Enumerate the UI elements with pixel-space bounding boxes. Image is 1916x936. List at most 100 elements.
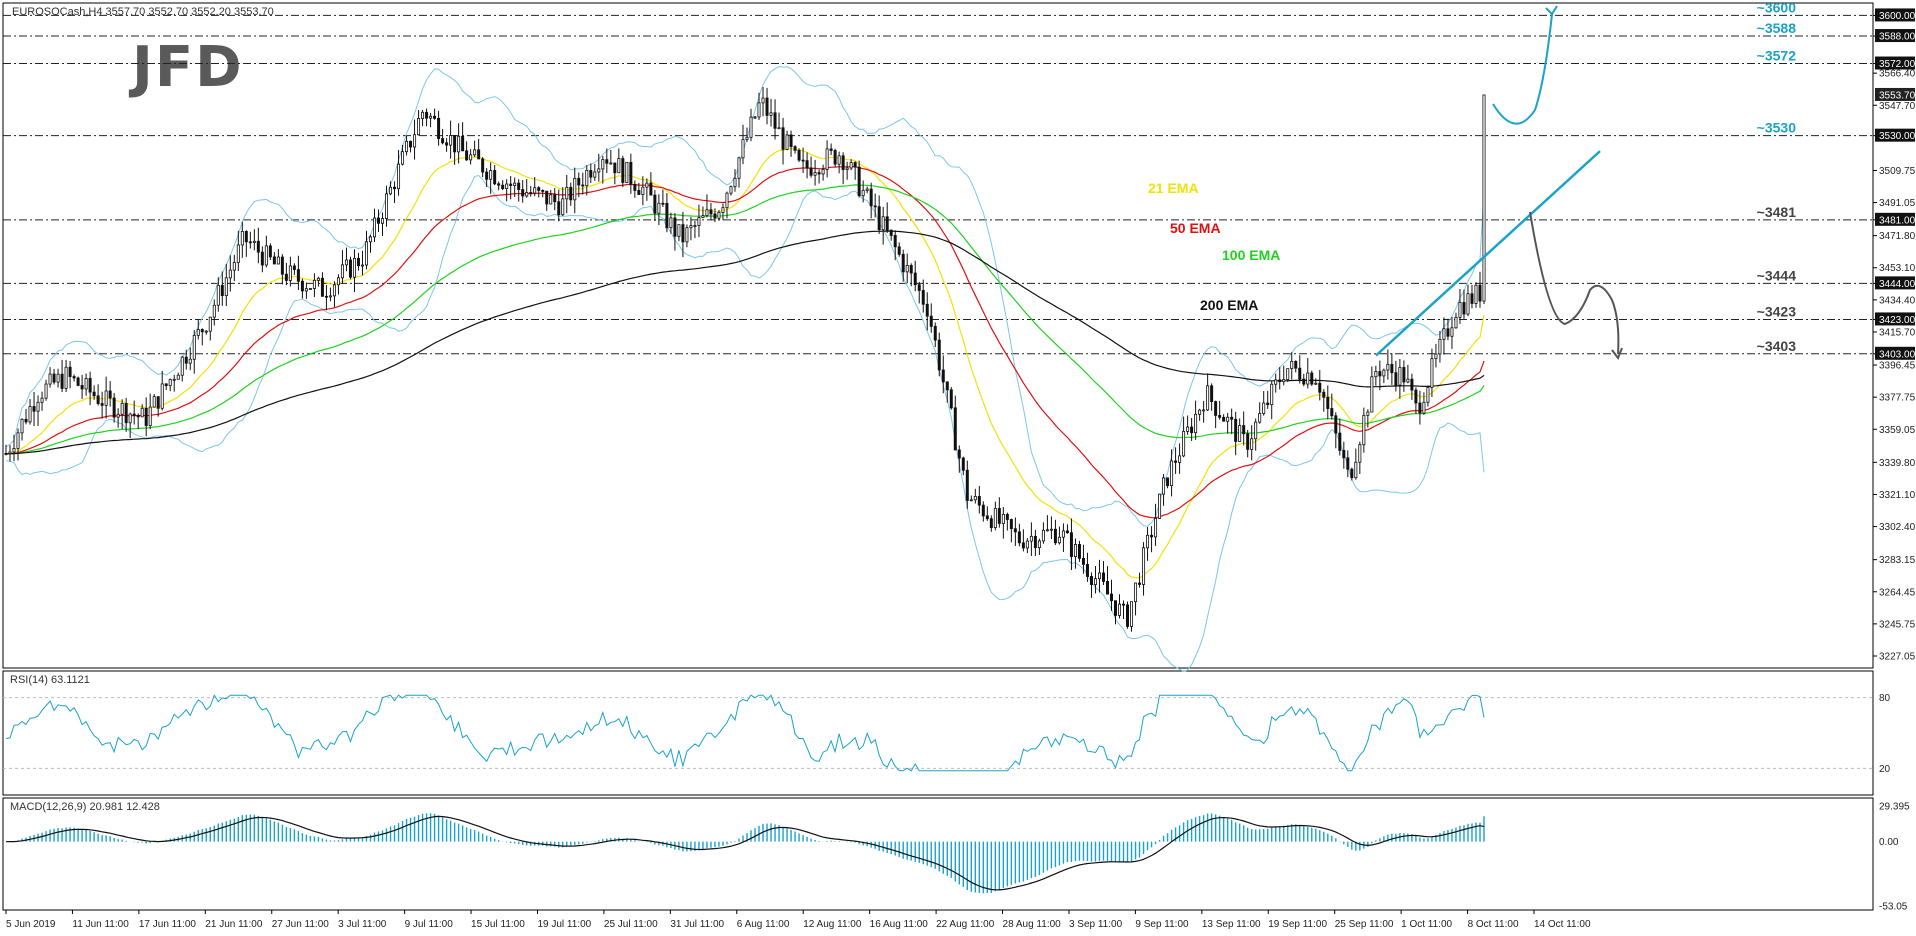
candle bbox=[212, 299, 216, 326]
candle bbox=[1338, 418, 1342, 456]
candle-body bbox=[605, 159, 609, 164]
candle bbox=[849, 159, 853, 171]
candle-body bbox=[228, 269, 232, 279]
candle bbox=[1346, 450, 1350, 478]
candle bbox=[1118, 594, 1122, 619]
candle bbox=[1182, 416, 1186, 458]
candle bbox=[1334, 412, 1338, 449]
candle bbox=[28, 398, 32, 425]
candle bbox=[152, 394, 156, 408]
candle bbox=[489, 162, 493, 194]
candle bbox=[941, 355, 945, 394]
price-level-box bbox=[1875, 29, 1915, 43]
candle bbox=[969, 495, 973, 502]
candle-body bbox=[1386, 363, 1390, 371]
candle-body bbox=[769, 112, 773, 116]
candle bbox=[68, 360, 72, 389]
candle bbox=[793, 145, 797, 154]
candle-body bbox=[1114, 600, 1117, 616]
candle bbox=[1262, 391, 1266, 416]
candle-body bbox=[1382, 369, 1386, 377]
candle bbox=[657, 194, 661, 226]
candle bbox=[637, 182, 641, 195]
level-labels: ~3600 ~3588 ~3572 ~3530 ~3481 ~3444 ~3423 ~3403 bbox=[1757, 0, 1797, 354]
candle-body bbox=[164, 383, 168, 387]
price-tick-label: 3415.70 bbox=[1879, 327, 1916, 338]
candle-body bbox=[957, 449, 961, 459]
candle-body bbox=[857, 166, 861, 197]
candle-body bbox=[949, 389, 953, 409]
candle-body bbox=[441, 138, 445, 144]
candle-body bbox=[1065, 530, 1069, 534]
date-tick-label: 28 Aug 11:00 bbox=[1003, 919, 1062, 930]
candle bbox=[537, 186, 541, 198]
candle-body bbox=[1226, 416, 1230, 422]
candle-body bbox=[1182, 430, 1186, 457]
candle bbox=[769, 98, 773, 127]
candle bbox=[837, 151, 841, 174]
price-tick-label: 3444.00 bbox=[1879, 279, 1916, 290]
candle-body bbox=[1174, 460, 1178, 463]
candle-body bbox=[1282, 379, 1286, 383]
candle-body bbox=[240, 231, 244, 246]
candle bbox=[409, 140, 413, 153]
candle bbox=[477, 138, 481, 160]
rsi-line bbox=[5, 694, 1485, 772]
candle bbox=[789, 130, 793, 157]
candle bbox=[164, 383, 168, 390]
candle bbox=[869, 182, 873, 219]
candle bbox=[8, 445, 12, 462]
candle bbox=[681, 211, 685, 258]
candle-body bbox=[268, 245, 272, 258]
candle-body bbox=[300, 280, 304, 292]
candle bbox=[304, 282, 308, 299]
candle-body bbox=[348, 259, 352, 278]
date-tick-label: 6 Aug 11:00 bbox=[737, 919, 790, 930]
price-tick-label: 3572.00 bbox=[1879, 59, 1916, 70]
candle-body bbox=[60, 373, 64, 389]
macd-panel: 29.395 0.00 -53.05 bbox=[5, 802, 1910, 913]
candle bbox=[1005, 512, 1009, 531]
candle-body bbox=[356, 257, 360, 267]
candle bbox=[469, 149, 473, 165]
candle-body bbox=[1254, 421, 1258, 440]
candle-body bbox=[797, 149, 801, 161]
candle bbox=[749, 108, 753, 142]
candle-body bbox=[1057, 536, 1061, 544]
candle bbox=[1065, 524, 1069, 534]
candle-body bbox=[1202, 409, 1206, 412]
candle bbox=[260, 246, 264, 273]
candle bbox=[693, 221, 697, 239]
candle-body bbox=[260, 251, 264, 266]
candle-body bbox=[272, 256, 276, 265]
candle bbox=[252, 229, 256, 251]
candle bbox=[957, 445, 961, 473]
candle bbox=[401, 144, 405, 166]
ema-label: 21 EMA bbox=[1148, 180, 1199, 196]
candle bbox=[745, 127, 749, 142]
candle bbox=[509, 176, 513, 200]
candle-body bbox=[192, 334, 196, 360]
candle bbox=[433, 108, 437, 120]
candle bbox=[248, 231, 252, 249]
candle bbox=[244, 230, 248, 257]
candle-body bbox=[537, 187, 541, 191]
candle-body bbox=[168, 379, 172, 387]
candle bbox=[561, 187, 565, 217]
candle-body bbox=[937, 339, 941, 371]
candle bbox=[1270, 381, 1274, 420]
candle bbox=[865, 186, 869, 194]
candle-body bbox=[1258, 413, 1262, 423]
candle-body bbox=[1406, 378, 1410, 383]
candle-body bbox=[701, 215, 705, 218]
date-tick-label: 9 Sep 11:00 bbox=[1135, 919, 1189, 930]
candle-body bbox=[280, 256, 284, 275]
candle-body bbox=[136, 415, 140, 418]
candle bbox=[1450, 316, 1454, 349]
candle bbox=[104, 376, 108, 419]
candle-body bbox=[212, 304, 216, 318]
candle-body bbox=[625, 161, 629, 183]
candle-body bbox=[501, 184, 505, 189]
